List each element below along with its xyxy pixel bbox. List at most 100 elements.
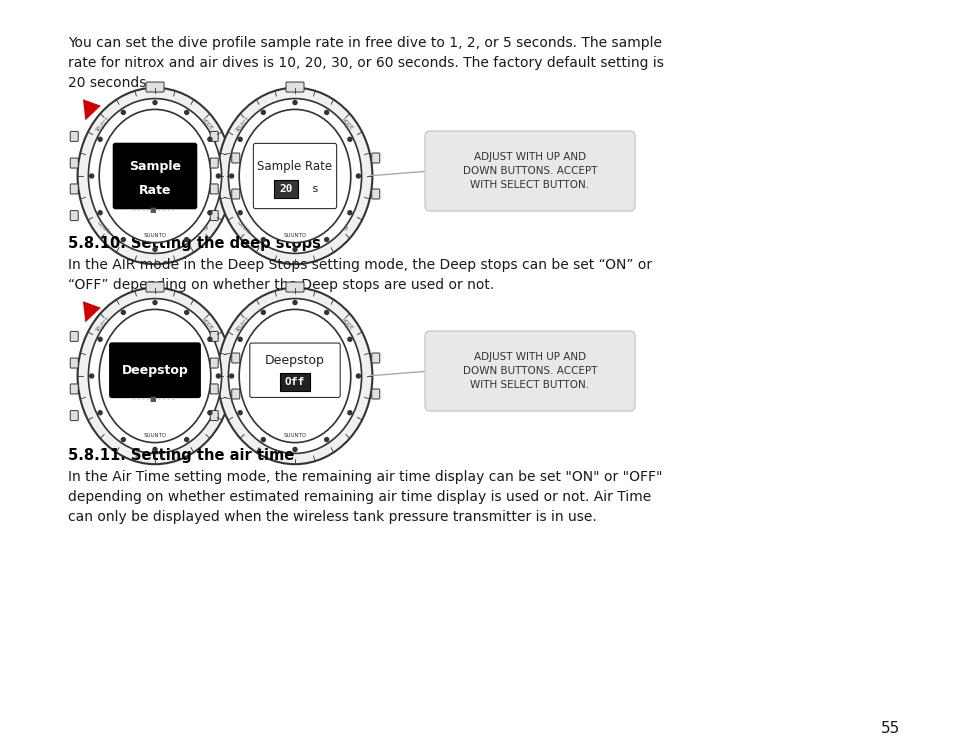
Text: SELECT: SELECT — [94, 116, 112, 132]
FancyBboxPatch shape — [372, 389, 379, 399]
FancyBboxPatch shape — [210, 331, 218, 342]
Circle shape — [90, 374, 93, 378]
Circle shape — [238, 337, 242, 341]
Text: MODE: MODE — [339, 117, 354, 132]
Circle shape — [261, 311, 265, 314]
Circle shape — [121, 311, 125, 314]
FancyBboxPatch shape — [210, 184, 218, 194]
Text: ADJUST WITH UP AND
DOWN BUTTONS. ACCEPT
WITH SELECT BUTTON.: ADJUST WITH UP AND DOWN BUTTONS. ACCEPT … — [462, 152, 597, 190]
Circle shape — [121, 110, 125, 114]
FancyBboxPatch shape — [286, 282, 304, 292]
FancyBboxPatch shape — [210, 358, 218, 368]
Text: Off: Off — [285, 377, 305, 387]
Text: SELECT: SELECT — [234, 116, 252, 132]
FancyBboxPatch shape — [210, 158, 218, 168]
Text: In the AIR mode in the Deep Stops setting mode, the Deep stops can be set “ON” o: In the AIR mode in the Deep Stops settin… — [68, 258, 652, 292]
Circle shape — [348, 337, 352, 341]
Ellipse shape — [239, 309, 351, 442]
Ellipse shape — [217, 288, 372, 464]
Text: ADJUST WITH UP AND
DOWN BUTTONS. ACCEPT
WITH SELECT BUTTON.: ADJUST WITH UP AND DOWN BUTTONS. ACCEPT … — [462, 352, 597, 390]
Circle shape — [230, 174, 233, 178]
Circle shape — [121, 237, 125, 242]
Text: - - - -: - - - - — [158, 396, 174, 402]
Circle shape — [324, 110, 329, 114]
Text: You can set the dive profile sample rate in free dive to 1, 2, or 5 seconds. The: You can set the dive profile sample rate… — [68, 36, 663, 90]
Text: SELECT: SELECT — [234, 316, 252, 333]
FancyBboxPatch shape — [372, 353, 379, 363]
FancyBboxPatch shape — [71, 411, 78, 420]
Circle shape — [152, 247, 157, 252]
Text: Sample: Sample — [129, 160, 181, 173]
FancyBboxPatch shape — [71, 358, 78, 368]
Circle shape — [348, 411, 352, 415]
FancyBboxPatch shape — [146, 82, 164, 92]
Text: SELECT: SELECT — [94, 316, 112, 333]
Text: In the Air Time setting mode, the remaining air time display can be set "ON" or : In the Air Time setting mode, the remain… — [68, 470, 661, 524]
Circle shape — [238, 411, 242, 415]
Text: ▼: ▼ — [74, 299, 101, 327]
Circle shape — [261, 237, 265, 242]
Text: MODE: MODE — [199, 117, 213, 132]
FancyBboxPatch shape — [210, 411, 218, 420]
FancyBboxPatch shape — [71, 158, 78, 168]
Ellipse shape — [228, 299, 361, 454]
FancyBboxPatch shape — [210, 384, 218, 394]
Circle shape — [208, 138, 212, 141]
FancyBboxPatch shape — [274, 181, 297, 199]
Text: Deepstop: Deepstop — [265, 354, 325, 367]
Circle shape — [324, 237, 329, 242]
FancyBboxPatch shape — [232, 353, 239, 363]
Circle shape — [208, 337, 212, 341]
Text: Deepstop: Deepstop — [121, 364, 188, 376]
FancyBboxPatch shape — [232, 153, 239, 163]
Ellipse shape — [239, 110, 351, 243]
Circle shape — [185, 110, 189, 114]
FancyBboxPatch shape — [71, 384, 78, 394]
Circle shape — [348, 211, 352, 215]
Text: ▼: ▼ — [74, 97, 101, 125]
FancyBboxPatch shape — [146, 282, 164, 292]
Circle shape — [208, 211, 212, 215]
Ellipse shape — [77, 288, 233, 464]
Text: SUUNTO: SUUNTO — [143, 233, 167, 237]
Circle shape — [348, 138, 352, 141]
Circle shape — [324, 438, 329, 442]
Text: SUUNTO: SUUNTO — [283, 432, 306, 438]
Ellipse shape — [89, 299, 221, 454]
Circle shape — [261, 438, 265, 442]
Circle shape — [293, 247, 296, 252]
FancyBboxPatch shape — [232, 189, 239, 199]
Text: Rate: Rate — [138, 184, 172, 197]
FancyBboxPatch shape — [424, 331, 635, 411]
FancyBboxPatch shape — [210, 132, 218, 141]
Text: ■: ■ — [150, 206, 156, 212]
FancyBboxPatch shape — [253, 144, 336, 209]
Circle shape — [238, 138, 242, 141]
FancyBboxPatch shape — [210, 211, 218, 221]
Text: MODE: MODE — [199, 317, 213, 331]
Circle shape — [356, 174, 360, 178]
FancyBboxPatch shape — [372, 189, 379, 199]
Circle shape — [230, 374, 233, 378]
Circle shape — [293, 101, 296, 104]
Text: SUUNTO: SUUNTO — [143, 432, 167, 438]
Text: - - - -: - - - - — [133, 396, 150, 402]
Text: MODE: MODE — [339, 317, 354, 331]
Ellipse shape — [89, 98, 221, 253]
Ellipse shape — [77, 88, 233, 264]
Circle shape — [121, 438, 125, 442]
Circle shape — [98, 211, 102, 215]
FancyBboxPatch shape — [280, 373, 310, 392]
Ellipse shape — [228, 98, 361, 253]
Text: 20: 20 — [279, 184, 293, 194]
FancyBboxPatch shape — [71, 211, 78, 221]
Text: s: s — [309, 184, 318, 194]
Text: UP: UP — [203, 224, 211, 232]
Text: - - - -: - - - - — [158, 206, 174, 212]
Ellipse shape — [99, 309, 211, 442]
FancyBboxPatch shape — [71, 184, 78, 194]
Circle shape — [90, 174, 93, 178]
Circle shape — [185, 237, 189, 242]
FancyBboxPatch shape — [232, 389, 239, 399]
Text: 5.8.10. Setting the deep stops: 5.8.10. Setting the deep stops — [68, 236, 320, 251]
